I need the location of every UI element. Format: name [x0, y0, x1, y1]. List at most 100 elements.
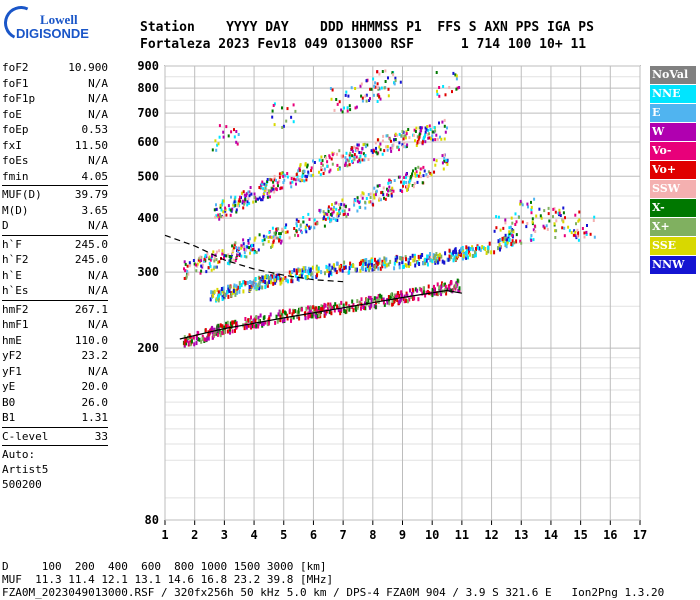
echo-point: [380, 86, 383, 90]
echo-point: [255, 250, 258, 254]
echo-point: [239, 195, 241, 199]
echo-point: [368, 200, 371, 204]
echo-point: [371, 267, 374, 272]
echo-point: [446, 162, 449, 166]
echo-point: [231, 320, 234, 325]
echo-point: [545, 224, 548, 228]
echo-point: [298, 166, 301, 170]
echo-point: [280, 312, 283, 317]
echo-point: [508, 230, 511, 234]
echo-point: [290, 185, 293, 189]
echo-point: [455, 74, 458, 78]
echo-point: [327, 216, 330, 220]
echo-point: [308, 309, 311, 314]
echo-point: [455, 280, 458, 285]
echo-point: [392, 296, 395, 300]
echo-point: [450, 280, 453, 285]
echo-point: [374, 257, 376, 262]
echo-point: [299, 223, 302, 227]
echo-point: [313, 226, 316, 230]
echo-point: [389, 181, 392, 184]
echo-point: [554, 210, 557, 214]
echo-point: [306, 275, 309, 280]
echo-point: [332, 304, 335, 309]
logo-digisonde-text: DIGISONDE: [16, 26, 89, 41]
echo-point: [227, 253, 230, 257]
echo-point: [334, 218, 337, 222]
echo-point: [231, 291, 234, 296]
echo-point: [521, 220, 524, 224]
echo-point: [258, 233, 261, 237]
echo-point: [297, 219, 300, 223]
echo-point: [364, 145, 367, 149]
echo-point: [294, 109, 297, 113]
echo-point: [419, 128, 422, 132]
echo-point: [436, 92, 439, 96]
echo-point: [514, 212, 517, 216]
echo-point: [393, 261, 396, 266]
echo-point: [272, 272, 275, 277]
echo-point: [228, 255, 231, 258]
echo-point: [235, 246, 237, 249]
echo-point: [303, 269, 306, 273]
echo-point: [280, 239, 283, 243]
param-row: yF2 23.2: [2, 348, 108, 364]
echo-point: [378, 145, 381, 149]
echo-point: [335, 261, 338, 266]
echo-point: [389, 259, 392, 264]
echo-point: [340, 202, 343, 206]
echo-point: [338, 100, 341, 104]
echo-point: [324, 212, 327, 216]
echo-point: [365, 79, 368, 83]
echo-point: [574, 234, 577, 238]
echo-point: [275, 231, 277, 235]
echo-point: [222, 329, 225, 334]
echo-point: [304, 275, 307, 280]
echo-point: [371, 154, 374, 158]
echo-point: [234, 328, 236, 333]
echo-point: [251, 248, 254, 252]
echo-point: [221, 215, 224, 219]
echo-point: [235, 210, 238, 214]
echo-point: [435, 252, 438, 256]
echo-point: [413, 182, 416, 185]
echo-point: [295, 268, 298, 273]
echo-point: [337, 214, 340, 218]
echo-point: [385, 263, 388, 268]
echo-point: [441, 281, 443, 286]
echo-point: [433, 254, 436, 259]
echo-point: [232, 249, 235, 253]
echo-point: [533, 224, 536, 228]
echo-point: [448, 254, 451, 259]
echo-point: [227, 294, 230, 299]
echo-point: [467, 255, 469, 260]
param-row: foEp 0.53: [2, 122, 108, 138]
echo-point: [354, 87, 357, 90]
echo-point: [219, 215, 222, 219]
echo-point: [189, 262, 192, 266]
echo-point: [383, 86, 386, 90]
echo-point: [368, 305, 371, 310]
echo-point: [378, 95, 381, 99]
echo-point: [322, 172, 325, 175]
echo-point: [271, 187, 274, 191]
echo-point: [456, 278, 459, 283]
echo-point: [398, 261, 401, 266]
echo-point: [471, 254, 474, 258]
echo-point: [336, 212, 339, 216]
echo-point: [441, 154, 444, 158]
echo-point: [351, 149, 354, 153]
echo-point: [425, 127, 428, 131]
echo-point: [296, 276, 299, 281]
echo-point: [374, 265, 377, 270]
echo-point: [340, 300, 343, 305]
echo-point: [408, 179, 411, 182]
echo-point: [508, 226, 511, 230]
echo-point: [562, 218, 565, 222]
echo-point: [361, 158, 364, 162]
echo-point: [235, 284, 238, 289]
echo-point: [375, 146, 377, 150]
echo-point: [221, 324, 224, 329]
echo-point: [350, 86, 353, 90]
echo-point: [254, 277, 257, 281]
